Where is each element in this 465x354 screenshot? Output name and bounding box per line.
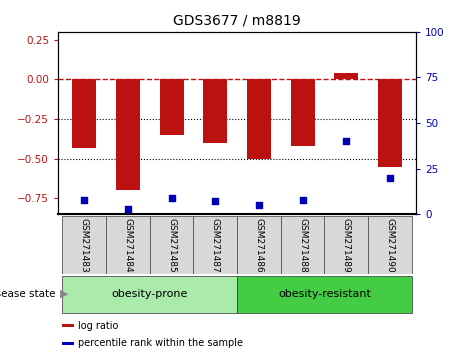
Text: ▶: ▶: [60, 289, 69, 299]
FancyBboxPatch shape: [62, 216, 106, 274]
Bar: [159, 79, 184, 135]
Point: [124, 206, 132, 212]
Text: GSM271490: GSM271490: [385, 218, 394, 273]
FancyBboxPatch shape: [281, 216, 325, 274]
Point: [168, 195, 175, 201]
Text: GSM271486: GSM271486: [254, 218, 264, 273]
Text: disease state: disease state: [0, 289, 56, 299]
Bar: [73, 79, 96, 148]
Bar: [291, 79, 315, 146]
Point: [343, 138, 350, 144]
Point: [80, 197, 88, 202]
Bar: [62, 342, 74, 345]
Point: [299, 197, 306, 202]
Text: GSM271489: GSM271489: [342, 218, 351, 273]
FancyBboxPatch shape: [62, 276, 237, 313]
FancyBboxPatch shape: [237, 276, 412, 313]
Text: GSM271488: GSM271488: [298, 218, 307, 273]
FancyBboxPatch shape: [106, 216, 150, 274]
Text: GSM271484: GSM271484: [124, 218, 133, 273]
Bar: [334, 73, 359, 79]
Point: [386, 175, 394, 181]
Bar: [247, 79, 271, 159]
FancyBboxPatch shape: [237, 216, 281, 274]
Text: obesity-prone: obesity-prone: [112, 289, 188, 299]
Text: obesity-resistant: obesity-resistant: [278, 289, 371, 299]
Bar: [203, 79, 227, 143]
Point: [255, 202, 263, 208]
Text: log ratio: log ratio: [78, 321, 118, 331]
FancyBboxPatch shape: [368, 216, 412, 274]
Text: GSM271487: GSM271487: [211, 218, 220, 273]
Text: percentile rank within the sample: percentile rank within the sample: [78, 338, 243, 348]
Bar: [378, 79, 402, 167]
FancyBboxPatch shape: [150, 216, 193, 274]
Bar: [116, 79, 140, 190]
Title: GDS3677 / m8819: GDS3677 / m8819: [173, 14, 301, 28]
Bar: [62, 324, 74, 327]
Text: GSM271483: GSM271483: [80, 218, 89, 273]
FancyBboxPatch shape: [325, 216, 368, 274]
Point: [212, 199, 219, 204]
FancyBboxPatch shape: [193, 216, 237, 274]
Text: GSM271485: GSM271485: [167, 218, 176, 273]
